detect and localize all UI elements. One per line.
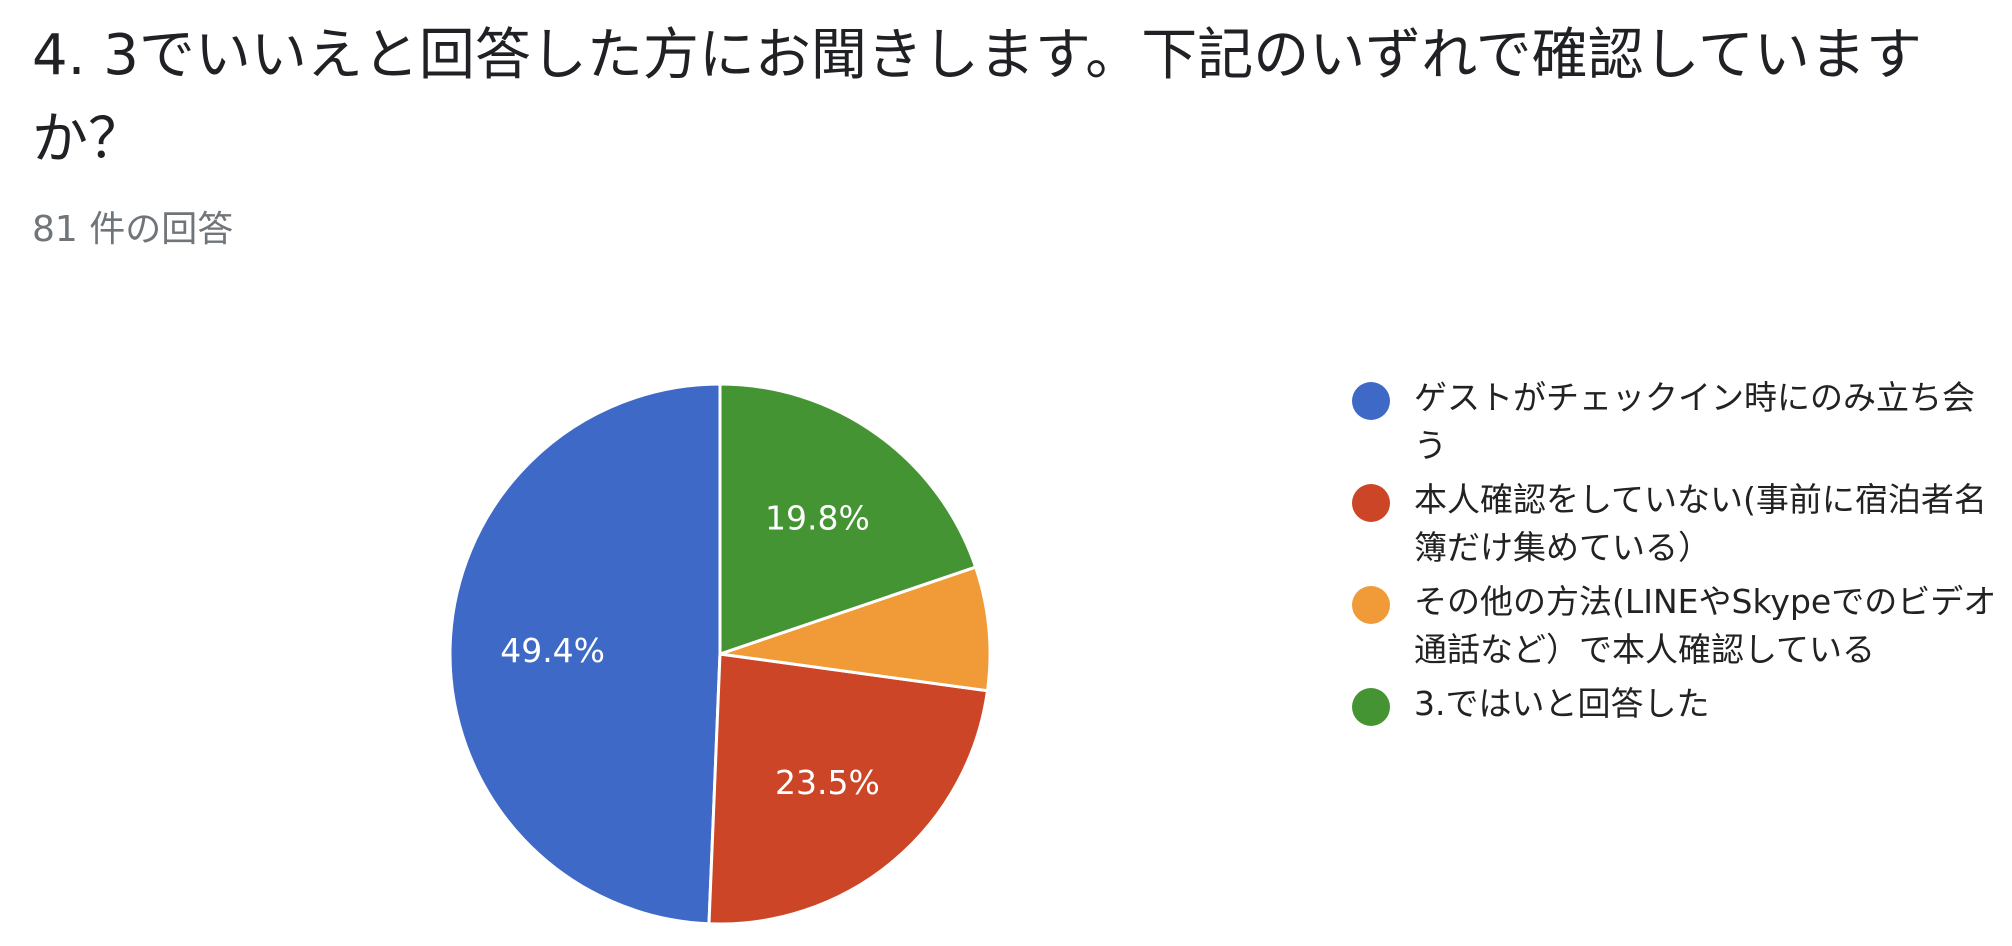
legend-label: 3.ではいと回答した [1414, 684, 1710, 723]
legend-label: ゲストがチェックイン時にのみ立ち会う [1414, 378, 1975, 465]
legend-item-3[interactable]: その他の方法(LINEやSkypeでのビデオ通話など）で本人確認している [1352, 578, 2002, 674]
legend-swatch [1352, 484, 1390, 522]
pie-slices [448, 382, 992, 926]
legend-swatch [1352, 382, 1390, 420]
pie-slice-2[interactable] [707, 652, 990, 926]
pie-slice-labels: 49.4% 23.5% 19.8% [500, 498, 880, 801]
legend-swatch [1352, 586, 1390, 624]
legend-label: 本人確認をしていない(事前に宿泊者名簿だけ集めている） [1414, 480, 1987, 567]
legend-label: その他の方法(LINEやSkypeでのビデオ通話など）で本人確認している [1414, 582, 1997, 669]
slice-label-4: 19.8% [765, 498, 870, 537]
legend-item-2[interactable]: 本人確認をしていない(事前に宿泊者名簿だけ集めている） [1352, 476, 2002, 572]
legend-swatch [1352, 688, 1390, 726]
legend-item-1[interactable]: ゲストがチェックイン時にのみ立ち会う [1352, 374, 2002, 470]
question-title: 4. 3でいいえと回答した方にお聞きします。下記のいずれで確認していますか？ [32, 23, 1922, 172]
pie-slice-4[interactable] [718, 382, 978, 657]
legend: ゲストがチェックイン時にのみ立ち会う 本人確認をしていない(事前に宿泊者名簿だけ集… [1352, 374, 2002, 734]
pie-slice-1[interactable] [448, 382, 722, 926]
response-count: 81 件の回答 [32, 209, 234, 250]
legend-item-4[interactable]: 3.ではいと回答した [1352, 680, 2002, 728]
pie-slice-3[interactable] [719, 565, 992, 693]
slice-label-1: 49.4% [500, 631, 605, 670]
slice-label-2: 23.5% [775, 763, 880, 802]
